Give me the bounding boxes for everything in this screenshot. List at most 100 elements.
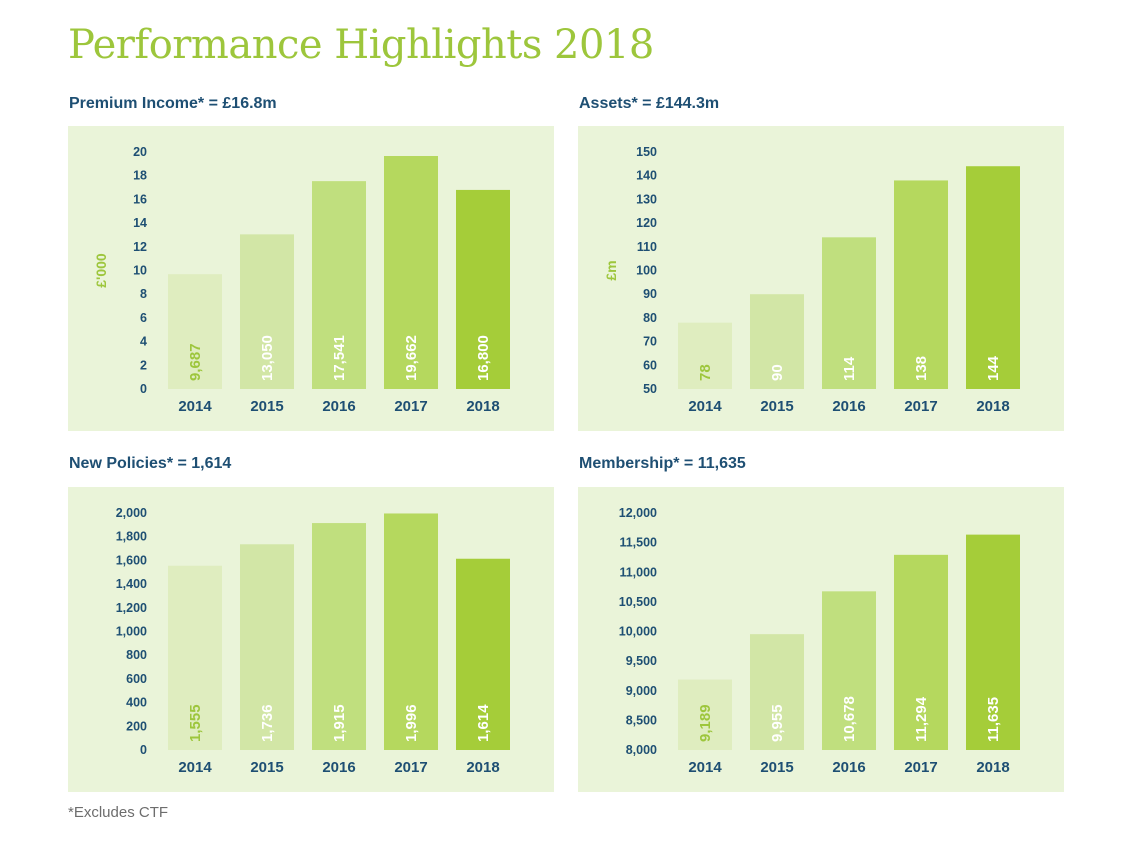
y-tick-label: 150 [636, 145, 657, 159]
bar-value-label: 19,662 [403, 335, 420, 381]
x-category-label: 2015 [760, 759, 793, 776]
x-category-label: 2018 [976, 759, 1009, 776]
chart-title-premium-income: Premium Income* = £16.8m [69, 95, 277, 112]
bar-2014 [678, 679, 732, 750]
y-tick-label: 4 [140, 335, 147, 349]
y-tick-label: 18 [133, 169, 147, 183]
bar-2017 [384, 156, 438, 389]
y-tick-label: 6 [140, 311, 147, 325]
y-tick-label: 1,800 [116, 530, 147, 544]
chart-panel-membership: 8,000 8,500 9,000 9,500 10,000 10,500 11,000 11… [578, 487, 1064, 792]
bar-2015 [240, 234, 294, 389]
y-tick-label: 50 [643, 382, 657, 396]
bar-2018 [456, 558, 510, 750]
y-tick-label: 400 [126, 696, 147, 710]
bar-2016 [822, 237, 876, 389]
bar-value-label: 11,635 [985, 697, 1002, 742]
membership-chart: 8,000 8,500 9,000 9,500 10,000 10,500 11,000 11… [619, 506, 1020, 776]
y-tick-label: 9,500 [626, 654, 657, 668]
chart-panel-assets: 50 60 70 80 90 100 110 120 130 140 150 £m 78 2014 90 20… [578, 126, 1064, 431]
y-tick-label: 110 [637, 240, 657, 254]
premium-income-chart: 0 2 4 6 8 10 12 14 16 18 20 £'000 9,687 2014 13,050 201… [93, 145, 510, 415]
x-category-label: 2017 [394, 398, 427, 415]
y-tick-label: 8,000 [626, 743, 657, 757]
y-axis-label: £'000 [93, 253, 109, 288]
bar-value-label: 17,541 [331, 335, 348, 381]
page-title: Performance Highlights 2018 [68, 22, 654, 68]
x-category-label: 2018 [466, 398, 499, 415]
bar-2017 [894, 554, 948, 750]
x-category-label: 2017 [394, 759, 427, 776]
bar-2018 [966, 166, 1020, 389]
y-tick-label: 16 [133, 192, 147, 206]
x-category-label: 2016 [322, 398, 355, 415]
bar-value-label: 1,555 [187, 704, 204, 742]
x-category-label: 2015 [250, 398, 283, 415]
y-tick-label: 12 [133, 240, 147, 254]
bar-2015 [750, 634, 804, 750]
assets-chart: 50 60 70 80 90 100 110 120 130 140 150 £m 78 2014 90 20… [603, 145, 1020, 415]
y-tick-label: 1,600 [116, 553, 147, 567]
bar-2016 [312, 181, 366, 389]
bar-value-label: 16,800 [475, 335, 492, 381]
y-tick-label: 12,000 [619, 506, 657, 520]
bar-2014 [168, 274, 222, 389]
y-tick-label: 2,000 [116, 506, 147, 520]
y-tick-label: 100 [636, 264, 657, 278]
x-category-label: 2014 [178, 398, 212, 415]
bar-value-label: 114 [841, 356, 858, 381]
bar-value-label: 9,955 [769, 704, 786, 742]
bar-2015 [750, 294, 804, 389]
y-tick-label: 90 [643, 287, 657, 301]
footnote: *Excludes CTF [68, 804, 169, 821]
new-policies-chart: 0 200 400 600 800 1,000 1,200 1,400 1,600 1,800 2,… [116, 506, 510, 776]
y-tick-label: 130 [636, 192, 657, 206]
y-tick-label: 14 [133, 216, 147, 230]
y-axis-label: £m [603, 260, 619, 280]
bar-value-label: 1,614 [475, 704, 492, 742]
y-tick-label: 800 [126, 648, 147, 662]
y-tick-label: 0 [140, 743, 147, 757]
bar-2017 [384, 513, 438, 750]
chart-panel-new-policies: 0 200 400 600 800 1,000 1,200 1,400 1,600 1,800 2,… [68, 487, 554, 792]
y-tick-label: 10,500 [619, 595, 657, 609]
y-tick-label: 0 [140, 382, 147, 396]
bar-value-label: 9,687 [187, 343, 204, 381]
x-category-label: 2015 [760, 398, 793, 415]
y-tick-label: 120 [636, 216, 657, 230]
chart-title-assets: Assets* = £144.3m [579, 95, 720, 112]
x-category-label: 2015 [250, 759, 283, 776]
y-tick-label: 9,000 [626, 684, 657, 698]
x-category-label: 2018 [976, 398, 1009, 415]
bar-2014 [168, 565, 222, 750]
y-tick-label: 200 [126, 719, 147, 733]
bar-value-label: 78 [697, 364, 714, 381]
x-category-label: 2014 [688, 759, 722, 776]
bar-2016 [822, 591, 876, 750]
y-tick-label: 8,500 [626, 713, 657, 727]
bar-2017 [894, 180, 948, 389]
x-category-label: 2016 [832, 759, 865, 776]
bar-value-label: 1,736 [259, 704, 276, 742]
y-tick-label: 8 [140, 287, 147, 301]
x-category-label: 2017 [904, 759, 937, 776]
y-tick-label: 60 [643, 358, 657, 372]
x-category-label: 2018 [466, 759, 499, 776]
bar-value-label: 10,678 [841, 696, 858, 742]
y-tick-label: 2 [140, 358, 147, 372]
bar-value-label: 9,189 [697, 704, 714, 742]
x-category-label: 2014 [688, 398, 722, 415]
bar-value-label: 138 [913, 356, 930, 381]
x-category-label: 2016 [322, 759, 355, 776]
chart-panel-premium-income: 0 2 4 6 8 10 12 14 16 18 20 £'000 9,687 2014 13,050 201… [68, 126, 554, 431]
y-tick-label: 70 [643, 335, 657, 349]
y-tick-label: 11,500 [619, 536, 657, 550]
bar-value-label: 1,915 [331, 704, 348, 742]
x-category-label: 2014 [178, 759, 212, 776]
bar-2015 [240, 544, 294, 750]
y-tick-label: 1,400 [116, 577, 147, 591]
y-tick-label: 1,000 [116, 625, 147, 639]
bar-2014 [678, 322, 732, 389]
y-tick-label: 11,000 [619, 565, 657, 579]
y-tick-label: 600 [126, 672, 147, 686]
